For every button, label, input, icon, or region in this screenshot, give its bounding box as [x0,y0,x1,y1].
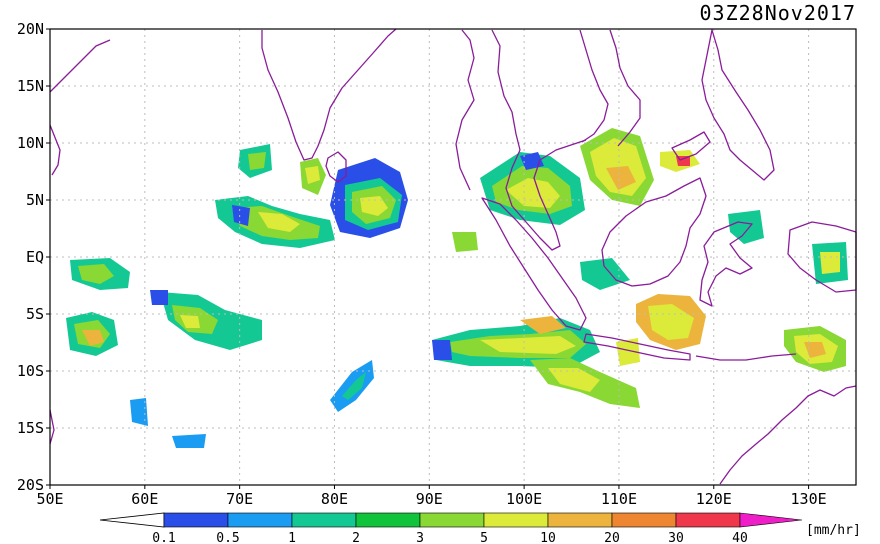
colorbar: 0.1 0.5 1 2 3 5 10 20 30 40 [99,512,803,544]
colorbar-swatch [611,512,677,528]
lon-label: 100E [506,490,542,508]
colorbar-label: 0.1 [152,531,175,544]
coast-palawan [671,131,711,161]
lon-label: 120E [696,490,732,508]
colorbar-label: 1 [288,531,296,544]
colorbar-swatch [291,512,357,528]
colorbar-label: 20 [604,531,620,544]
colorbar-label: 40 [732,531,748,544]
lon-label: 70E [226,490,253,508]
colorbar-label: 5 [480,531,488,544]
coast-arabia-africa [49,124,61,176]
colorbar-label: 30 [668,531,684,544]
rain-cell-timor-arafura [728,210,848,372]
coast-madagascar [49,409,55,445]
colorbar-over-triangle [739,512,803,528]
lat-label: 5N [26,191,44,209]
rain-cell-borneo-east [580,258,706,366]
lon-label: 50E [36,490,63,508]
latitude-axis: 20N 15N 10N 5N EQ 5S 10S 15S 20S [17,20,50,494]
rain-cell-bay-of-bengal [300,158,408,238]
colorbar-swatch [227,512,293,528]
coastlines [49,28,857,485]
colorbar-swatch [675,512,741,528]
colorbar-label: 3 [416,531,424,544]
rain-cell-andaman-malay [452,152,585,252]
colorbar-swatch [163,512,229,528]
lat-label: EQ [26,248,44,266]
coast-malay-peninsula [505,139,587,251]
lat-label: 10N [17,134,44,152]
lat-label: 15S [17,419,44,437]
coast-sri-lanka [325,151,347,183]
coast-borneo [601,177,707,287]
lon-label: 60E [131,490,158,508]
units-label: [mm/hr] [806,523,861,538]
coast-philippines [701,29,775,181]
colorbar-label: 0.5 [216,531,239,544]
colorbar-label: 10 [540,531,556,544]
coast-indochina [579,29,609,143]
colorbar-swatch [355,512,421,528]
colorbar-swatch [483,512,549,528]
rain-cell-western-indian-ocean [66,258,206,448]
colorbar-swatch [547,512,613,528]
graticule [50,29,856,485]
lat-label: 15N [17,77,44,95]
lon-label: 80E [321,490,348,508]
colorbar-label: 2 [352,531,360,544]
rain-cell-south-china-sea [580,128,700,206]
lat-label: 20N [17,20,44,38]
coast-new-guinea [787,221,857,293]
rain-cell-java [432,316,640,408]
rain-layer [66,128,848,448]
coast-java [583,333,691,361]
lon-label: 130E [791,490,827,508]
lat-label: 10S [17,362,44,380]
lon-label: 90E [416,490,443,508]
coast-myanmar [455,29,475,191]
coast-myanmar-inland [491,29,521,151]
lat-label: 20S [17,476,44,494]
coast-australia [719,385,857,485]
longitude-axis: 50E 60E 70E 80E 90E 100E 110E 120E 130E [36,485,827,508]
map-title: 03Z28Nov2017 [700,1,857,25]
lon-label: 110E [601,490,637,508]
lat-label: 5S [26,305,44,323]
colorbar-under-triangle [99,512,165,528]
coast-lesser-sunda [695,353,797,361]
colorbar-swatch [419,512,485,528]
coast-arabia-north [49,39,111,93]
coast-sumatra [481,197,587,331]
coast-vietnam [609,29,641,147]
rain-cell-central-indian-ocean [150,144,335,350]
coast-sulawesi [699,221,753,307]
coast-india [261,28,397,161]
rain-cell-south-indian-ocean [330,360,374,412]
